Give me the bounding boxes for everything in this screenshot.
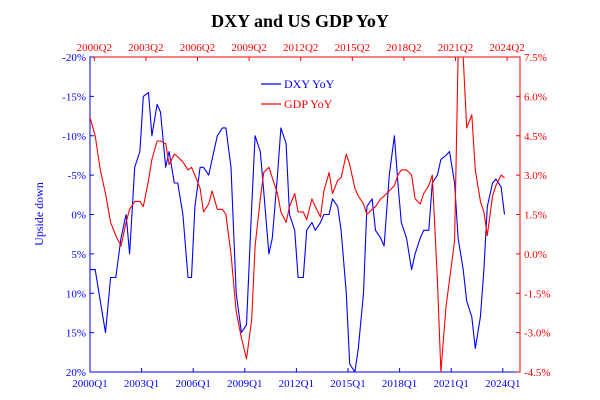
- left-tick-label: 5%: [71, 249, 86, 261]
- right-tick-label: 6.0%: [524, 91, 547, 103]
- top-tick-label: 2006Q2: [180, 42, 215, 54]
- right-tick-label: 7.5%: [524, 52, 547, 64]
- left-tick-label: 0%: [71, 210, 86, 222]
- bottom-tick-label: 2015Q1: [330, 378, 365, 390]
- left-axis-label: Upside down: [32, 182, 46, 246]
- top-tick-label: 2000Q2: [77, 42, 112, 54]
- legend: DXY YoY GDP YoY: [261, 77, 335, 111]
- top-tick-label: 2012Q2: [283, 42, 318, 54]
- left-tick-label: -5%: [68, 170, 86, 182]
- series-lines: [89, 56, 506, 373]
- legend-label-gdp: GDP YoY: [284, 97, 333, 111]
- bottom-axis-ticks: 2000Q1 2003Q1 2006Q1 2009Q1 2012Q1 2015Q1 2018…: [72, 368, 521, 390]
- series-line-dxy-yoy: [90, 91, 506, 373]
- bottom-tick-label: 2018Q1: [382, 378, 417, 390]
- right-tick-label: -4.5%: [524, 367, 551, 379]
- legend-label-dxy: DXY YoY: [284, 77, 335, 91]
- bottom-tick-label: 2024Q1: [485, 378, 520, 390]
- right-tick-label: 4.5%: [524, 131, 547, 143]
- left-axis-ticks: -20% -15% -10% -5% 0% 5% 10% 15% 20%: [62, 52, 94, 379]
- right-tick-label: 3.0%: [524, 170, 547, 182]
- left-tick-label: 10%: [66, 288, 86, 300]
- left-tick-label: -10%: [62, 131, 86, 143]
- left-tick-label: 15%: [66, 328, 86, 340]
- left-tick-label: -15%: [62, 91, 86, 103]
- top-tick-label: 2018Q2: [386, 42, 421, 54]
- top-tick-label: 2003Q2: [128, 42, 163, 54]
- series-line-gdp-yoy: [89, 56, 505, 373]
- left-tick-label: -20%: [62, 52, 86, 64]
- left-tick-label: 20%: [66, 367, 86, 379]
- top-tick-label: 2021Q2: [438, 42, 473, 54]
- bottom-tick-label: 2009Q1: [227, 378, 262, 390]
- right-tick-label: -1.5%: [524, 288, 551, 300]
- top-tick-label: 2024Q2: [489, 42, 524, 54]
- bottom-tick-label: 2003Q1: [124, 378, 159, 390]
- right-axis-ticks: 7.5% 6.0% 4.5% 3.0% 1.5% 0.0% -1.5% -3.0% -4.5%: [516, 52, 551, 379]
- right-tick-label: 0.0%: [524, 249, 547, 261]
- bottom-tick-label: 2012Q1: [279, 378, 314, 390]
- top-tick-label: 2015Q2: [335, 42, 370, 54]
- chart-title: DXY and US GDP YoY: [211, 11, 389, 31]
- top-tick-label: 2009Q2: [231, 42, 266, 54]
- bottom-tick-label: 2000Q1: [72, 378, 107, 390]
- bottom-tick-label: 2021Q1: [433, 378, 468, 390]
- right-tick-label: 1.5%: [524, 210, 547, 222]
- right-tick-label: -3.0%: [524, 328, 551, 340]
- bottom-tick-label: 2006Q1: [175, 378, 210, 390]
- top-axis-ticks: 2000Q2 2003Q2 2006Q2 2009Q2 2012Q2 2015Q2 2018…: [77, 42, 525, 61]
